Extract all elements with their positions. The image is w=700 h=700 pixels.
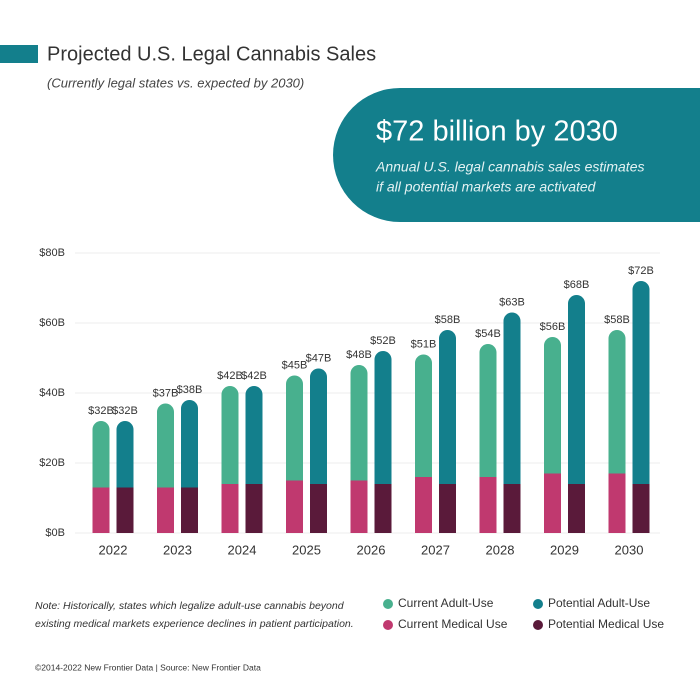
bar-segment: [221, 386, 239, 484]
legend-swatch: [383, 599, 393, 609]
footer: ©2014-2022 New Frontier Data | Source: N…: [35, 662, 261, 672]
callout-box: [333, 88, 700, 222]
chart-subtitle: (Currently legal states vs. expected by …: [47, 75, 304, 90]
total-label: $68B: [564, 279, 590, 291]
total-label: $45B: [282, 359, 308, 371]
total-label: $54B: [475, 328, 501, 340]
bar-segment: [608, 330, 626, 474]
bar-segment: [181, 487, 198, 533]
x-tick-label: 2023: [163, 542, 192, 557]
y-tick-label: $80B: [39, 247, 65, 259]
x-tick-label: 2026: [357, 542, 386, 557]
legend-label: Potential Adult-Use: [548, 596, 650, 610]
bar-segment: [92, 487, 110, 533]
bar-segment: [415, 354, 432, 477]
bar-segment: [310, 368, 327, 484]
bar-segment: [479, 477, 497, 533]
bar-segment: [632, 484, 650, 533]
bar-segment: [350, 365, 368, 481]
bar-segment: [439, 330, 456, 484]
total-label: $32B: [88, 405, 114, 417]
y-tick-label: $60B: [39, 317, 65, 329]
total-label: $48B: [346, 349, 372, 361]
total-label: $42B: [217, 370, 243, 382]
bar-segment: [116, 421, 134, 488]
bar-segment: [374, 351, 392, 484]
total-label: $51B: [411, 338, 437, 350]
y-tick-label: $0B: [45, 527, 65, 539]
x-tick-label: 2029: [550, 542, 579, 557]
bar-segment: [245, 484, 263, 533]
total-label: $32B: [112, 405, 138, 417]
x-tick-label: 2030: [615, 542, 644, 557]
y-tick-label: $40B: [39, 387, 65, 399]
x-tick-label: 2027: [421, 542, 450, 557]
bar-segment: [544, 473, 561, 533]
total-label: $56B: [540, 321, 566, 333]
x-tick-label: 2024: [228, 542, 257, 557]
total-label: $63B: [499, 296, 525, 308]
bar-segment: [544, 337, 561, 474]
total-label: $38B: [177, 384, 203, 396]
bar-segment: [310, 484, 327, 533]
bar-segment: [245, 386, 263, 484]
bar-segment: [286, 375, 303, 481]
total-label: $58B: [604, 314, 630, 326]
y-tick-label: $20B: [39, 457, 65, 469]
title-accent: [0, 45, 38, 63]
bar-segment: [157, 487, 174, 533]
bar-segment: [92, 421, 110, 488]
legend-swatch: [533, 620, 543, 630]
total-label: $58B: [435, 314, 461, 326]
note: existing medical markets experience decl…: [35, 618, 354, 630]
total-label: $42B: [241, 370, 267, 382]
bar-segment: [568, 295, 585, 484]
bar-segment: [503, 484, 521, 533]
total-label: $72B: [628, 265, 654, 277]
bar-segment: [608, 473, 626, 533]
total-label: $47B: [306, 352, 332, 364]
legend-label: Current Adult-Use: [398, 596, 494, 610]
chart-title: Projected U.S. Legal Cannabis Sales: [47, 43, 376, 65]
bar-segment: [374, 484, 392, 533]
bar-segment: [632, 281, 650, 484]
bar-segment: [568, 484, 585, 533]
bar-segment: [286, 480, 303, 533]
bar-segment: [479, 344, 497, 477]
note: Note: Historically, states which legaliz…: [35, 600, 345, 612]
callout-text: Annual U.S. legal cannabis sales estimat…: [375, 159, 644, 175]
callout-text: if all potential markets are activated: [376, 179, 597, 195]
legend-label: Potential Medical Use: [548, 617, 664, 631]
legend-label: Current Medical Use: [398, 617, 508, 631]
total-label: $37B: [153, 387, 179, 399]
bar-segment: [415, 477, 432, 533]
x-tick-label: 2022: [99, 542, 128, 557]
bar-segment: [157, 403, 174, 488]
bar-segment: [116, 487, 134, 533]
bar-segment: [503, 312, 521, 484]
x-tick-label: 2028: [486, 542, 515, 557]
legend-swatch: [533, 599, 543, 609]
total-label: $52B: [370, 335, 396, 347]
bar-segment: [181, 400, 198, 488]
callout-title: $72 billion by 2030: [376, 116, 618, 148]
bar-segment: [221, 484, 239, 533]
legend-swatch: [383, 620, 393, 630]
bar-segment: [350, 480, 368, 533]
x-tick-label: 2025: [292, 542, 321, 557]
bar-segment: [439, 484, 456, 533]
